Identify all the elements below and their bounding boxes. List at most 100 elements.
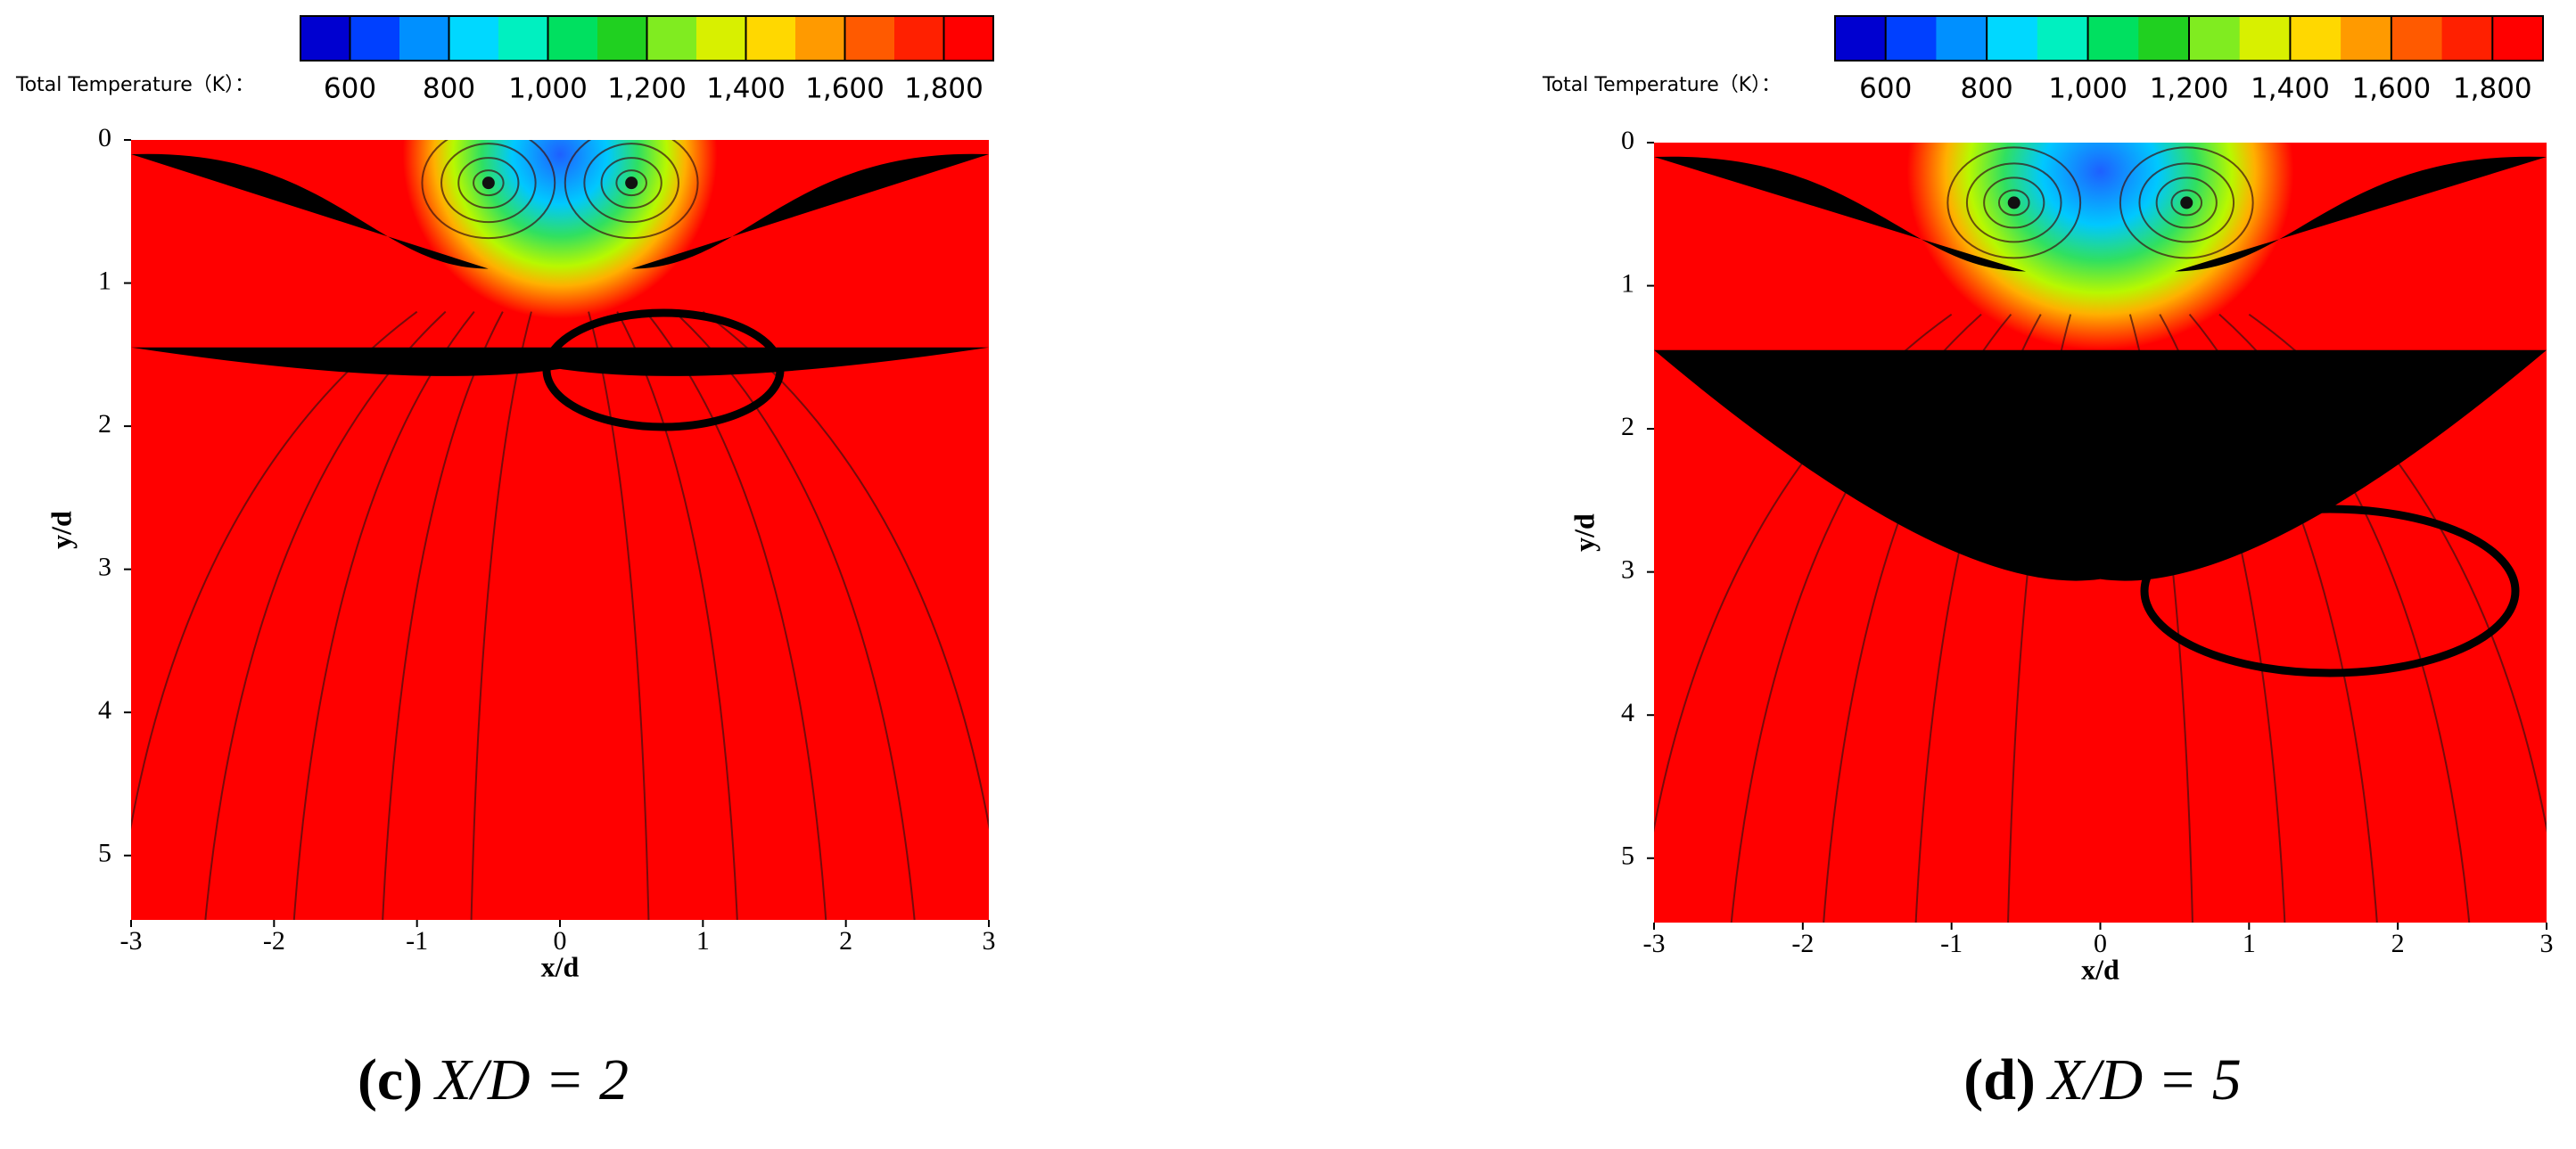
colorbar-segment: [1936, 16, 1988, 61]
vortex: [2119, 146, 2254, 259]
vortex: [2138, 162, 2235, 243]
colorbar-segment: [2189, 16, 2241, 61]
y-tick-label: 4: [1621, 698, 1634, 727]
x-tick-label: 1: [2243, 929, 2256, 958]
cold-core: [402, 140, 718, 319]
colorbar-segment: [2290, 16, 2341, 61]
colorbar-segment: [2391, 16, 2443, 61]
colorbar-segment: [2087, 16, 2139, 61]
y-tick-label: 0: [1621, 126, 1634, 155]
vortex: [2170, 189, 2203, 217]
colorbar-segment: [2138, 16, 2190, 61]
x-axis-label: x/d: [541, 950, 580, 982]
highlight-ellipse: [2140, 505, 2520, 677]
x-tick-label: 2: [2391, 929, 2405, 958]
colorbar-segment: [449, 16, 499, 61]
x-tick-label: -2: [263, 926, 285, 956]
colorbar-segment: [300, 16, 350, 61]
y-axis-label: y/d: [1568, 513, 1600, 552]
colorbar-segment: [943, 16, 994, 61]
caption: (d) X/D = 5: [1963, 1047, 2242, 1112]
colorbar-tick-label: 1,000: [508, 73, 588, 105]
colorbar-label: Total Temperature（K）：: [15, 74, 254, 96]
x-tick-label: 0: [2094, 929, 2107, 958]
x-axis-label: x/d: [2081, 953, 2119, 985]
colorbar-tick-label: 600: [324, 73, 376, 105]
y-tick-label: 1: [98, 266, 111, 295]
colorbar-segment: [1987, 16, 2038, 61]
y-tick-label: 3: [98, 553, 111, 582]
caption: (c) X/D = 2: [358, 1047, 629, 1112]
colorbar-segment: [1885, 16, 1937, 61]
x-tick-label: 3: [2540, 929, 2554, 958]
colorbar-segment: [2037, 16, 2089, 61]
colorbar-tick-label: 1,000: [2048, 73, 2127, 105]
colorbar-segment: [2441, 16, 2493, 61]
colorbar-segment: [597, 16, 647, 61]
colorbar-tick-label: 1,600: [2351, 73, 2431, 105]
vortex: [421, 140, 556, 240]
colorbar-tick-label: 1,400: [2251, 73, 2330, 105]
colorbar-segment: [745, 16, 796, 61]
y-tick-label: 3: [1621, 555, 1634, 585]
colorbar-segment: [2341, 16, 2392, 61]
colorbar-segment: [350, 16, 400, 61]
y-tick-label: 4: [98, 695, 111, 725]
colorbar-segment: [696, 16, 746, 61]
vortex: [615, 169, 647, 197]
vortex: [1983, 176, 2045, 229]
colorbar-tick-label: 1,600: [805, 73, 885, 105]
caption-text: X/D = 5: [2045, 1047, 2242, 1112]
colorbar-label: Total Temperature（K）：: [1542, 74, 1781, 96]
colorbar-tick-label: 600: [1859, 73, 1912, 105]
vortex: [473, 169, 505, 197]
vortex-core: [2180, 196, 2193, 209]
colorbar-segment: [844, 16, 895, 61]
colorbar-segment: [795, 16, 845, 61]
panel: -3 -2 -1 0 1 2 3 0 1 2 3 4 5 x/d y/d 600 800 1,000 1,200 1,…: [1542, 15, 2554, 1112]
colorbar-segment: [547, 16, 598, 61]
vortex: [440, 143, 537, 224]
x-tick-label: 3: [983, 926, 996, 956]
x-tick-label: 0: [554, 926, 567, 956]
x-tick-label: -3: [120, 926, 143, 956]
streamline: [1654, 156, 2547, 272]
y-tick-label: 2: [98, 409, 111, 439]
y-axis-label: y/d: [45, 511, 77, 549]
vortex: [1965, 162, 2062, 243]
y-tick-label: 2: [1621, 412, 1634, 441]
colorbar-tick-label: 800: [1961, 73, 2013, 105]
vortex: [564, 140, 699, 240]
caption-label: (d): [1963, 1047, 2036, 1112]
panel: -3 -2 -1 0 1 2 3 0 1 2 3 4 5 x/d y/d 600 800 1,000 1,200 1,…: [15, 15, 996, 1112]
vortex-core: [481, 176, 495, 190]
vortex: [1946, 146, 2082, 259]
x-tick-label: -1: [1940, 929, 1963, 958]
caption-label: (c): [358, 1047, 423, 1112]
y-tick-label: 5: [98, 839, 111, 868]
colorbar-segment: [498, 16, 548, 61]
colorbar-tick-label: 1,200: [2150, 73, 2229, 105]
x-tick-label: 2: [839, 926, 852, 956]
colorbar-segment: [894, 16, 944, 61]
x-tick-label: -1: [406, 926, 428, 956]
vortex-core: [2007, 196, 2020, 209]
x-tick-label: -2: [1791, 929, 1814, 958]
vortex: [1997, 189, 2030, 217]
colorbar-segment: [2492, 16, 2544, 61]
highlight-ellipse: [542, 308, 785, 431]
vortex: [457, 157, 520, 209]
colorbar-tick-label: 1,800: [904, 73, 983, 105]
y-tick-label: 5: [1621, 841, 1634, 871]
streamline: [131, 153, 989, 269]
colorbar-tick-label: 1,200: [607, 73, 687, 105]
vortex: [600, 157, 663, 209]
vortex: [583, 143, 679, 224]
streamline: [1654, 349, 2547, 581]
field-layer: [1654, 143, 2547, 923]
colorbar-tick-label: 800: [423, 73, 475, 105]
x-tick-label: -3: [1643, 929, 1666, 958]
colorbar-tick-label: 1,800: [2453, 73, 2532, 105]
colorbar-tick-label: 1,400: [706, 73, 786, 105]
